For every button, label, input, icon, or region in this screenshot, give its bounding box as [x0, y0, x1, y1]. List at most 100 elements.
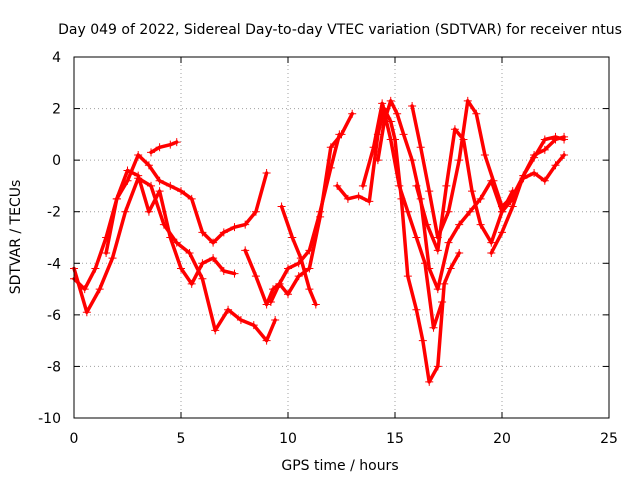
- data-point-marker: [155, 176, 164, 185]
- data-point-marker: [284, 290, 292, 299]
- x-tick-label: 25: [600, 431, 618, 447]
- data-point-marker: [123, 166, 132, 175]
- data-point-marker: [476, 194, 485, 203]
- data-point-marker: [262, 300, 271, 309]
- data-point-marker: [540, 135, 549, 144]
- data-point-marker: [251, 207, 260, 216]
- data-point-marker: [386, 135, 395, 144]
- data-point-marker: [294, 272, 303, 281]
- y-tick-label: -10: [38, 411, 61, 427]
- data-point-marker: [476, 220, 485, 229]
- data-point-marker: [560, 150, 569, 159]
- data-point-marker: [144, 207, 153, 216]
- series-line: [243, 111, 354, 307]
- data-point-marker: [487, 248, 496, 257]
- x-tick-label: 10: [279, 431, 297, 447]
- data-point-marker: [560, 132, 569, 141]
- data-point-marker: [144, 161, 153, 170]
- data-point-marker: [316, 207, 325, 216]
- data-point-marker: [166, 140, 175, 149]
- data-point-marker: [433, 362, 442, 371]
- data-point-marker: [236, 316, 245, 325]
- series-sat-2: [70, 174, 280, 345]
- data-point-marker: [198, 228, 207, 237]
- data-point-marker: [403, 272, 412, 281]
- data-point-marker: [444, 207, 453, 216]
- data-point-marker: [508, 202, 517, 211]
- data-point-marker: [326, 143, 335, 152]
- data-point-marker: [326, 163, 335, 172]
- data-point-marker: [262, 169, 271, 178]
- data-point-marker: [108, 254, 117, 263]
- data-point-marker: [440, 279, 449, 288]
- data-point-marker: [155, 143, 164, 152]
- data-point-marker: [433, 246, 442, 255]
- data-point-marker: [442, 181, 451, 190]
- data-point-marker: [121, 207, 130, 216]
- data-point-marker: [209, 238, 218, 247]
- series-sat-4: [147, 138, 181, 157]
- series-line: [149, 140, 179, 155]
- x-tick-label: 0: [70, 431, 79, 447]
- series-line: [489, 135, 566, 255]
- data-point-marker: [305, 264, 314, 273]
- y-tick-label: -6: [47, 308, 61, 324]
- data-point-marker: [241, 246, 250, 255]
- data-point-marker: [551, 135, 560, 144]
- data-point-marker: [211, 326, 220, 335]
- data-point-marker: [185, 248, 194, 257]
- chart-title: Day 049 of 2022, Sidereal Day-to-day VTE…: [58, 22, 622, 38]
- series-line: [269, 132, 342, 304]
- data-point-marker: [423, 220, 432, 229]
- data-point-marker: [530, 150, 539, 159]
- y-tick-label: 2: [52, 102, 61, 118]
- data-point-marker: [251, 272, 260, 281]
- series-sat-1: [70, 150, 271, 294]
- data-point-marker: [540, 145, 549, 154]
- y-tick-label: -8: [47, 359, 61, 375]
- data-point-marker: [177, 264, 185, 273]
- data-point-marker: [305, 285, 314, 294]
- data-point-marker: [480, 150, 489, 159]
- series-sat-3: [102, 166, 239, 288]
- data-point-marker: [305, 246, 314, 255]
- data-point-marker: [147, 181, 156, 190]
- data-point-marker: [446, 264, 455, 273]
- x-tick-label: 20: [493, 431, 511, 447]
- data-point-marker: [455, 156, 464, 165]
- data-point-marker: [425, 377, 434, 386]
- plot-frame: [73, 56, 610, 419]
- data-point-marker: [519, 171, 528, 180]
- data-point-marker: [187, 279, 196, 288]
- data-point-marker: [80, 285, 89, 294]
- data-point-marker: [147, 148, 156, 157]
- data-point-marker: [444, 238, 453, 247]
- data-point-marker: [365, 197, 374, 206]
- y-tick-label: -2: [47, 205, 61, 221]
- data-point-marker: [311, 300, 320, 309]
- series-sat-11: [408, 96, 569, 242]
- data-point-marker: [386, 96, 395, 105]
- data-point-marker: [266, 297, 275, 306]
- series-sat-7: [277, 202, 320, 309]
- data-point-marker: [412, 181, 421, 190]
- data-point-marker: [487, 238, 496, 247]
- data-point-marker: [249, 321, 258, 330]
- series-sat-10: [373, 96, 569, 294]
- data-point-marker: [508, 187, 517, 196]
- data-point-marker: [343, 194, 352, 203]
- data-point-marker: [450, 125, 459, 134]
- x-tick-label: 15: [386, 431, 404, 447]
- data-point-marker: [219, 228, 228, 237]
- data-point-marker: [465, 207, 474, 216]
- data-point-marker: [155, 187, 164, 196]
- data-point-marker: [498, 228, 506, 237]
- data-point-marker: [230, 269, 239, 278]
- data-point-marker: [230, 223, 239, 232]
- data-point-marker: [540, 176, 549, 185]
- data-point-marker: [412, 233, 421, 242]
- data-point-marker: [373, 156, 382, 165]
- data-point-marker: [284, 264, 292, 273]
- series-line: [410, 99, 566, 240]
